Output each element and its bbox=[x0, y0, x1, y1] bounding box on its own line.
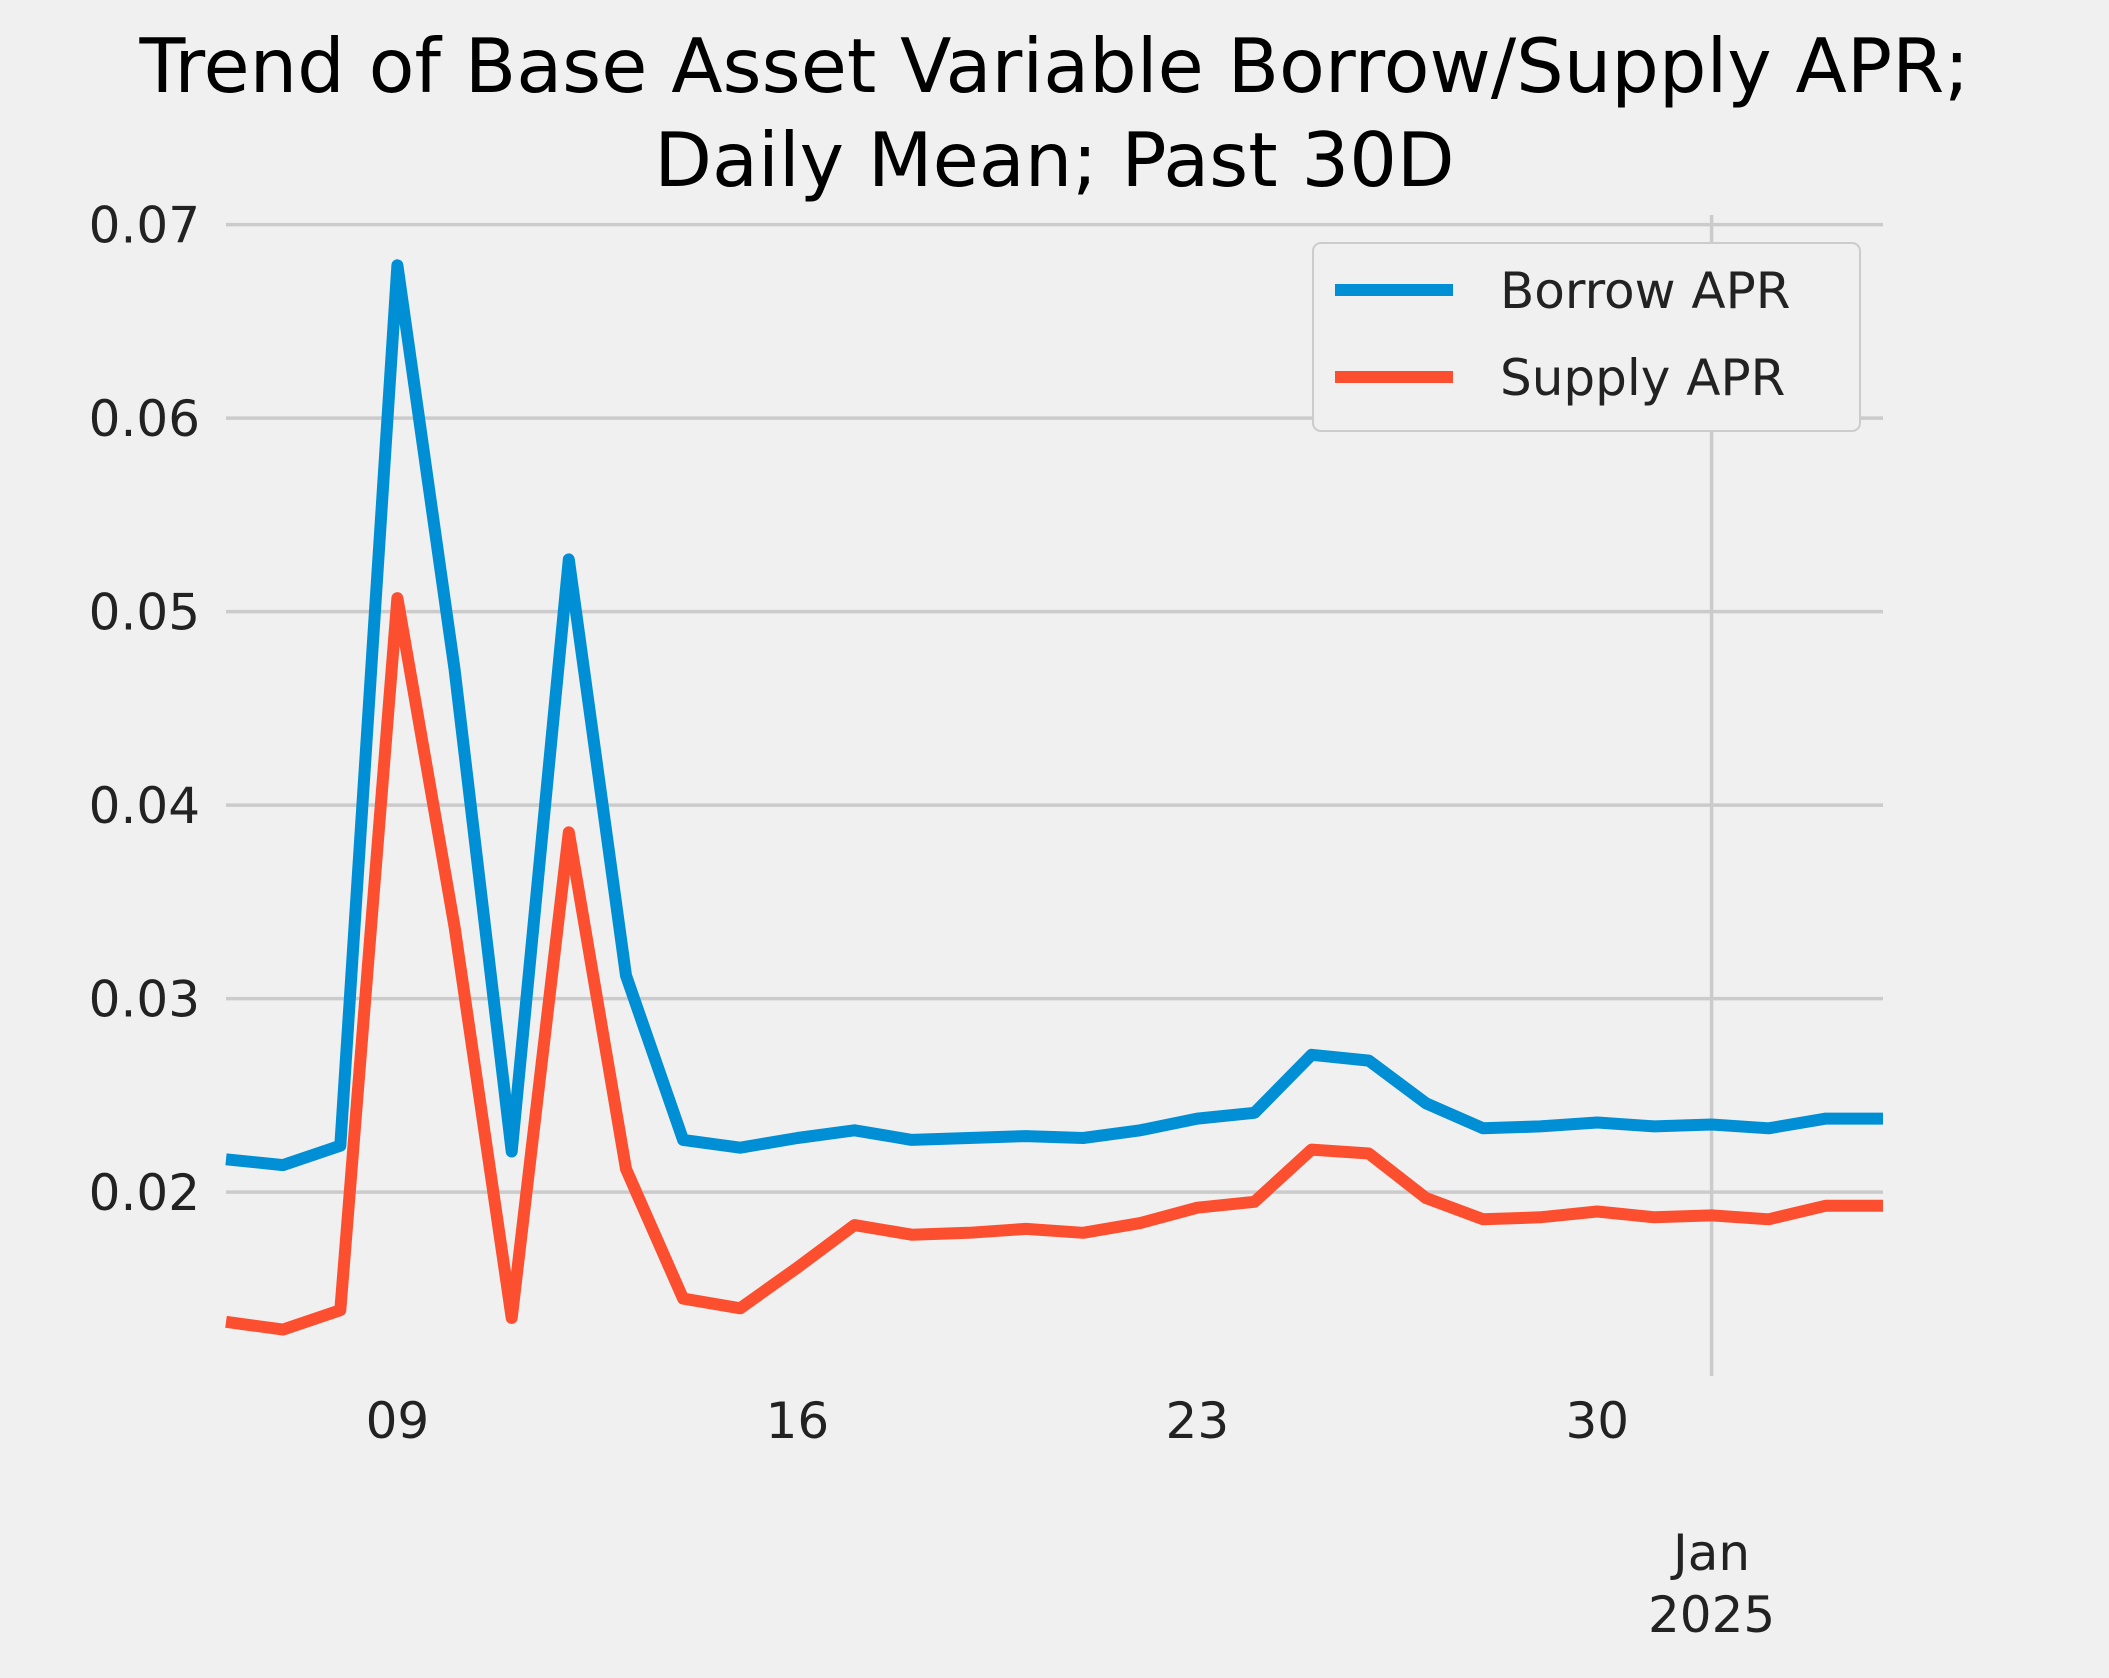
series-line-borrow-apr bbox=[225, 259, 1883, 1172]
series-line-supply-apr bbox=[225, 592, 1883, 1336]
y-tick-label-0.03: 0.03 bbox=[89, 971, 200, 1029]
x-major-tick-label-year: 2025 bbox=[1648, 1586, 1775, 1644]
y-tick-label-0.06: 0.06 bbox=[89, 390, 200, 448]
chart-title-line-2: Daily Mean; Past 30D bbox=[654, 116, 1454, 204]
y-tick-label-0.07: 0.07 bbox=[89, 197, 200, 255]
grid-lines bbox=[226, 215, 1883, 1376]
legend-label-borrow-apr: Borrow APR bbox=[1500, 262, 1791, 320]
chart-title-line-1: Trend of Base Asset Variable Borrow/Supp… bbox=[139, 22, 1970, 110]
y-tick-label-0.04: 0.04 bbox=[89, 777, 200, 835]
legend: Borrow APR Supply APR bbox=[1312, 242, 1861, 432]
series-lines bbox=[225, 259, 1883, 1336]
x-tick-label-23: 23 bbox=[1166, 1392, 1230, 1450]
x-tick-label-30: 30 bbox=[1565, 1392, 1629, 1450]
y-tick-label-0.02: 0.02 bbox=[89, 1164, 200, 1222]
x-tick-label-09: 09 bbox=[366, 1392, 430, 1450]
x-major-tick-label-month: Jan bbox=[1670, 1524, 1750, 1582]
legend-label-supply-apr: Supply APR bbox=[1500, 349, 1785, 407]
y-tick-label-0.05: 0.05 bbox=[89, 584, 200, 642]
x-tick-label-16: 16 bbox=[766, 1392, 830, 1450]
